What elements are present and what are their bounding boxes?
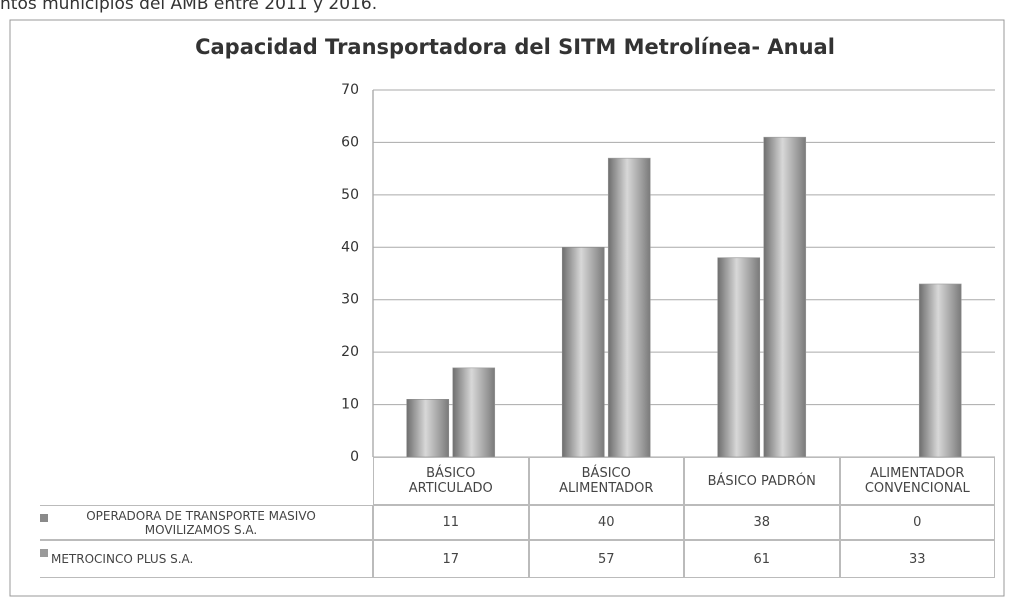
y-tick-label: 50 [341,187,359,203]
data-table-value-text: 11 [442,515,460,530]
data-table-value: 61 [684,540,840,578]
data-table-value: 0 [839,505,995,540]
x-tick-label: ALIMENTADOR CONVENCIONAL [839,457,995,505]
data-table-value-text: 33 [908,551,926,567]
x-tick-label-text: BÁSICO PADRÓN [707,473,816,489]
legend-entry: METROCINCO PLUS S.A. [40,540,373,578]
x-tick-label: BÁSICO ARTICULADO [373,457,529,505]
data-table-value: 57 [528,540,684,578]
bar [561,246,605,458]
data-table-value: 17 [373,540,529,578]
data-table-value: 11 [373,505,529,540]
x-tick-label-text: BÁSICO ARTICULADO [408,466,493,496]
data-table-value: 33 [839,540,995,578]
data-table-value-text: 57 [597,551,615,567]
bar [763,136,807,458]
bar [607,157,651,458]
data-table-value: 38 [684,505,840,540]
chart-title: Capacidad Transportadora del SITM Metrol… [195,35,835,59]
y-tick-label: 10 [341,397,359,413]
legend-entry: OPERADORA DE TRANSPORTE MASIVO MOVILIZAM… [40,505,373,540]
y-tick-label: 0 [350,449,359,465]
x-tick-label-text: BÁSICO ALIMENTADOR [559,466,654,496]
data-table-value-text: 61 [753,551,771,567]
data-table-value-text: 38 [753,515,771,530]
x-tick-label: BÁSICO ALIMENTADOR [528,457,684,505]
x-tick-label: BÁSICO PADRÓN [684,457,840,505]
y-tick-label: 20 [341,344,359,360]
y-tick-label: 60 [341,134,359,150]
legend-label: OPERADORA DE TRANSPORTE MASIVO MOVILIZAM… [86,508,316,537]
legend-swatch [40,514,48,522]
x-tick-label-text: ALIMENTADOR CONVENCIONAL [864,466,970,496]
data-table-value: 40 [528,505,684,540]
bar [918,283,962,458]
legend-label: METROCINCO PLUS S.A. [51,552,194,566]
legend-swatch [40,549,48,557]
chart-frame [9,19,1005,597]
bar [717,257,761,458]
bar [452,367,496,458]
caption: ntos municipios del AMB entre 2011 y 201… [0,0,377,14]
data-table-value-text: 40 [597,515,615,530]
data-table-value-text: 17 [442,551,460,567]
y-tick-label: 70 [341,82,359,98]
y-tick-label: 40 [341,239,359,255]
data-table-value-text: 0 [913,515,922,530]
bar [406,399,450,458]
y-tick-label: 30 [341,292,359,308]
